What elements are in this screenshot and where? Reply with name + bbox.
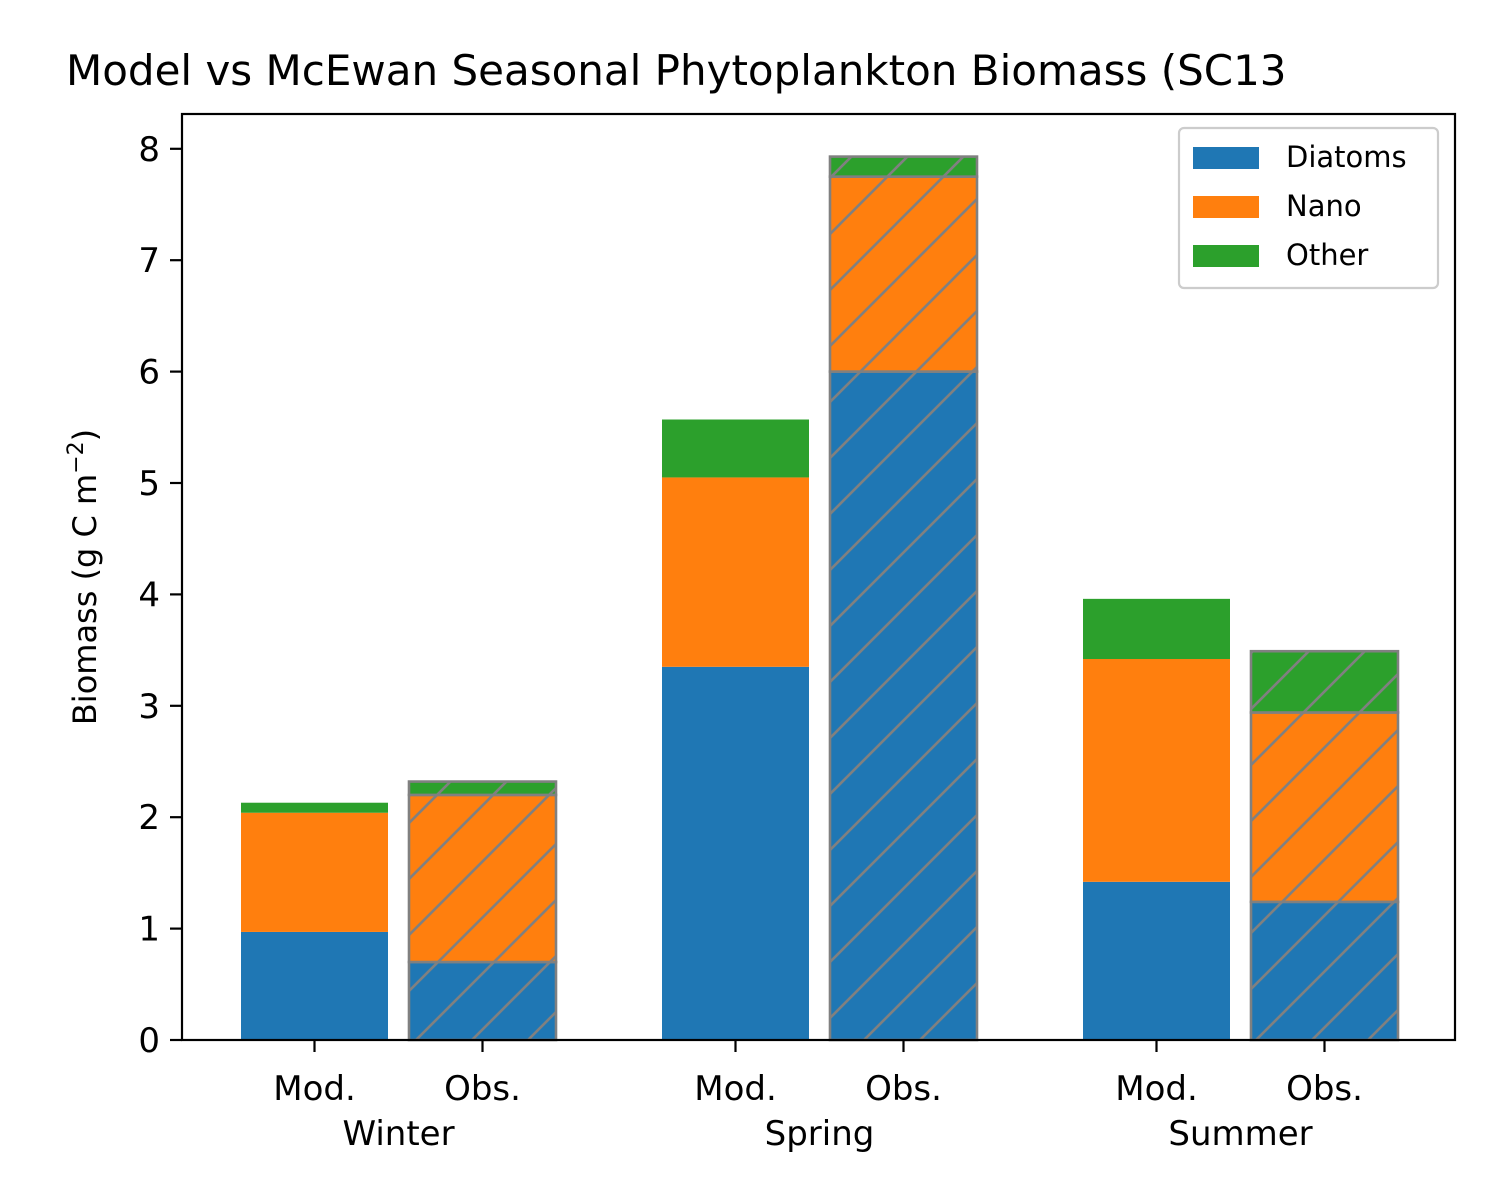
y-axis-label: Biomass (g C m−2) [64,429,104,725]
y-tick-label: 0 [138,1021,160,1061]
legend-label-diatoms: Diatoms [1286,140,1407,174]
bar-hatch-summer-nano [1249,711,1400,904]
bar-hatch-spring-diatoms [828,370,979,1042]
bar-spring-mod-other [662,419,809,478]
bar-summer-mod-diatoms [1083,881,1230,1040]
bar-spring-mod-diatoms [662,666,809,1040]
legend: Diatoms Nano Other [1177,126,1440,290]
y-tick-label: 2 [138,798,160,838]
bar-hatch-spring-other [828,155,979,178]
group-label-spring: Spring [765,1114,875,1154]
y-axis-label-main: Biomass (g C m [66,474,104,725]
legend-label-other: Other [1286,238,1368,272]
x-axis: Mod. Obs. Winter Mod. Obs. Spring Mod. Obs. Summ… [273,1040,1363,1154]
y-axis: 0 1 2 3 4 5 6 7 8 [138,130,182,1061]
y-tick-label: 4 [138,575,160,615]
y-tick-label: 1 [138,910,160,950]
group-label-winter: Winter [342,1114,454,1154]
x-tick-label-mod: Mod. [694,1069,777,1109]
bar-hatch-summer-other [1249,649,1400,714]
y-axis-label-close: ) [66,429,104,441]
y-axis-label-superscript: −2 [64,441,89,473]
bar-spring-mod-nano [662,477,809,667]
plot-frame [180,112,1457,1042]
bar-winter-mod-nano [241,812,388,932]
x-tick-label-obs: Obs. [1286,1069,1363,1109]
bar-summer-mod-other [1083,598,1230,660]
bar-hatch-summer-diatoms [1249,900,1400,1042]
y-tick-label: 5 [138,464,160,504]
bar-hatch-winter-other [407,780,558,797]
legend-label-nano: Nano [1286,189,1362,223]
legend-swatch-nano [1193,196,1259,218]
bar-winter-mod-other [241,802,388,813]
bar-winter-mod-diatoms [241,931,388,1040]
group-label-summer: Summer [1168,1114,1312,1154]
bar-hatch-winter-nano [407,793,558,964]
bar-summer-mod-nano [1083,659,1230,882]
x-tick-label-mod: Mod. [273,1069,356,1109]
chart-title: Model vs McEwan Seasonal Phytoplankton B… [66,46,1287,95]
x-tick-label-mod: Mod. [1115,1069,1198,1109]
legend-swatch-other [1193,245,1259,267]
y-tick-label: 8 [138,130,160,170]
y-tick-label: 6 [138,353,160,393]
x-tick-label-obs: Obs. [865,1069,942,1109]
y-tick-label: 3 [138,687,160,727]
legend-swatch-diatoms [1193,147,1259,169]
x-tick-label-obs: Obs. [444,1069,521,1109]
bar-hatch-winter-diatoms [407,960,558,1042]
bars-layer [241,155,1400,1042]
y-tick-label: 7 [138,241,160,281]
bar-hatch-spring-nano [828,175,979,373]
